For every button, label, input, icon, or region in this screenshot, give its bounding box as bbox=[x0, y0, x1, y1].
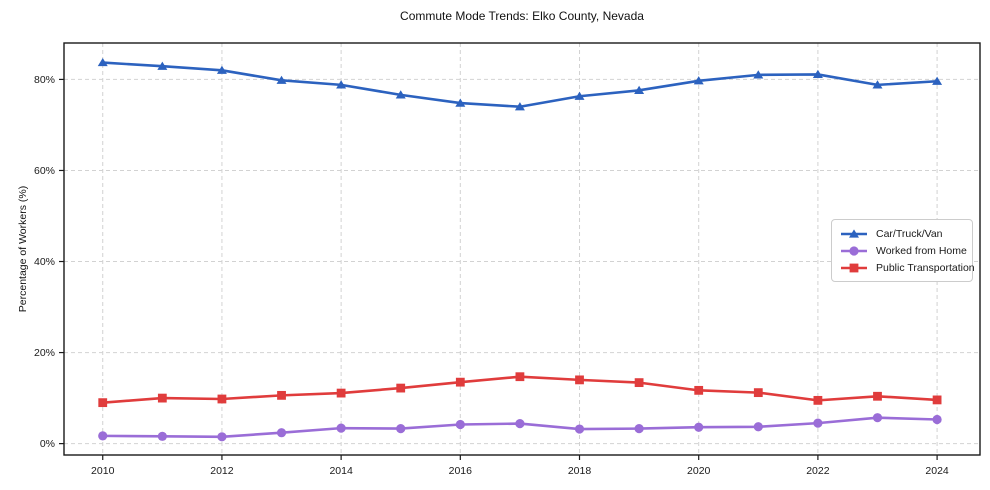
y-tick-label: 60% bbox=[34, 165, 55, 177]
y-tick-label: 20% bbox=[34, 347, 55, 359]
legend: Car/Truck/Van Worked from Home Public Tran… bbox=[831, 219, 975, 282]
x-tick-label: 2020 bbox=[687, 465, 711, 477]
square-marker-icon bbox=[841, 263, 867, 272]
circle-marker-icon bbox=[841, 245, 867, 256]
x-tick-label: 2010 bbox=[91, 465, 115, 477]
x-tick-label: 2022 bbox=[806, 465, 830, 477]
axis-ticks: 0% 20% 40% 60% 80% 2010 2012 2014 2016 2018 2020 20… bbox=[34, 74, 949, 477]
series-public-transportation bbox=[98, 372, 942, 408]
triangle-marker-icon bbox=[841, 228, 867, 238]
series-worked-from-home bbox=[98, 413, 942, 442]
chart-title: Commute Mode Trends: Elko County, Nevada bbox=[400, 9, 644, 23]
legend-label: Car/Truck/Van bbox=[876, 227, 943, 240]
legend-item: Public Transportation bbox=[839, 259, 975, 276]
plot-border bbox=[63, 42, 981, 456]
y-tick-label: 80% bbox=[34, 74, 55, 86]
legend-label: Worked from Home bbox=[876, 244, 967, 257]
legend-item: Car/Truck/Van bbox=[839, 225, 964, 242]
legend-item: Worked from Home bbox=[839, 242, 967, 259]
x-tick-label: 2014 bbox=[329, 465, 353, 477]
y-tick-label: 40% bbox=[34, 256, 55, 268]
x-tick-label: 2024 bbox=[925, 465, 949, 477]
x-tick-label: 2018 bbox=[568, 465, 592, 477]
series-car-truck-van bbox=[97, 57, 943, 111]
x-tick-label: 2016 bbox=[449, 465, 473, 477]
x-tick-label: 2012 bbox=[210, 465, 234, 477]
legend-label: Public Transportation bbox=[876, 261, 975, 274]
y-tick-label: 0% bbox=[40, 438, 55, 450]
